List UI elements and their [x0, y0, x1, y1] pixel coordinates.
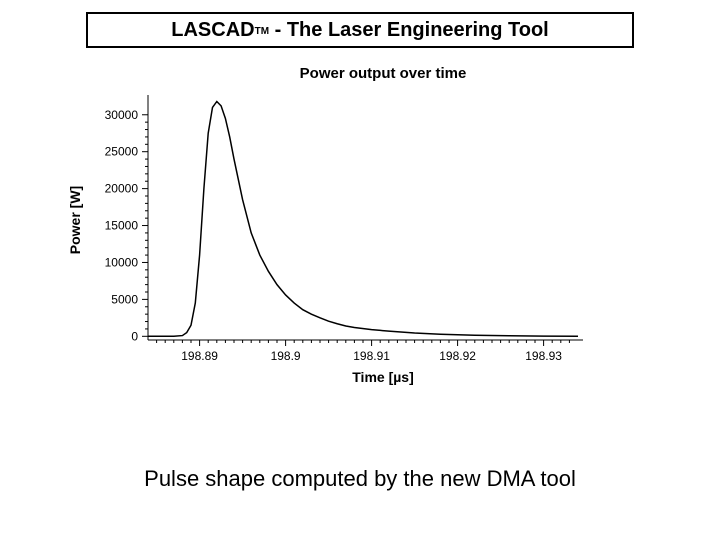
x-tick-label: 198.91: [353, 349, 390, 363]
y-tick-label: 10000: [105, 255, 139, 269]
title-rest: - The Laser Engineering Tool: [269, 19, 549, 41]
chart-title: Power output over time: [300, 65, 467, 82]
x-tick-label: 198.89: [181, 349, 218, 363]
x-axis-label: Time [µs]: [352, 369, 414, 385]
pulse-curve: [148, 101, 578, 336]
slide-caption: Pulse shape computed by the new DMA tool: [0, 466, 720, 492]
brand-name: LASCAD: [171, 19, 254, 41]
power-output-chart: Power output over time 0 5000 10000 15000 200…: [58, 60, 598, 390]
x-tick-label: 198.92: [439, 349, 476, 363]
x-tick-label: 198.9: [271, 349, 301, 363]
y-tick-label: 5000: [111, 292, 138, 306]
y-tick-label: 20000: [105, 182, 139, 196]
y-axis-label: Power [W]: [67, 186, 83, 254]
y-tick-label: 15000: [105, 219, 139, 233]
title-banner: LASCADTM - The Laser Engineering Tool: [86, 12, 634, 48]
y-tick-label: 0: [131, 329, 138, 343]
trademark: TM: [255, 26, 269, 37]
x-tick-label: 198.93: [525, 349, 562, 363]
y-tick-label: 25000: [105, 145, 139, 159]
y-tick-label: 30000: [105, 108, 139, 122]
